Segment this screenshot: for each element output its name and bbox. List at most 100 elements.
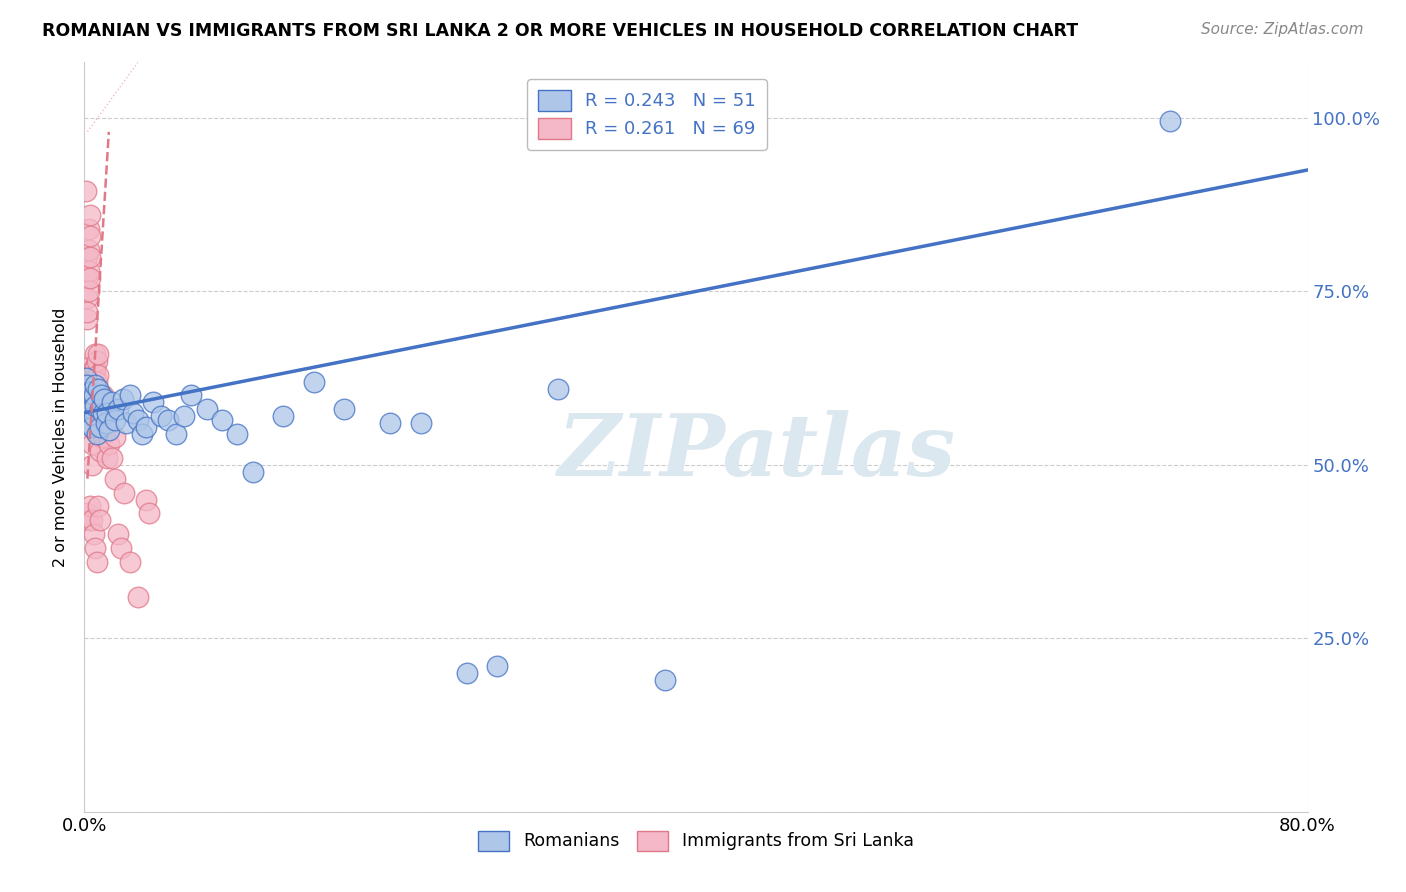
Point: [77, 395, 100, 409]
Point: [195, 402, 218, 417]
Point: [76, 270, 98, 285]
Point: [83, 388, 105, 402]
Point: [547, 382, 569, 396]
Point: [101, 450, 124, 465]
Point: [127, 413, 149, 427]
Point: [97, 423, 120, 437]
Point: [80, 458, 103, 472]
Point: [91, 406, 114, 420]
Point: [89, 444, 111, 458]
Point: [84, 541, 107, 555]
Point: [80, 395, 103, 409]
Text: Source: ZipAtlas.com: Source: ZipAtlas.com: [1201, 22, 1364, 37]
Point: [87, 500, 110, 514]
Point: [79, 208, 101, 222]
Point: [107, 527, 129, 541]
Point: [83, 527, 105, 541]
Point: [89, 416, 111, 430]
Point: [86, 375, 108, 389]
Point: [76, 507, 98, 521]
Point: [76, 305, 98, 319]
Point: [122, 406, 145, 420]
Legend: Romanians, Immigrants from Sri Lanka: Romanians, Immigrants from Sri Lanka: [470, 822, 922, 859]
Point: [83, 360, 105, 375]
Point: [84, 347, 107, 361]
Point: [127, 590, 149, 604]
Point: [90, 402, 112, 417]
Point: [84, 399, 107, 413]
Point: [79, 384, 101, 399]
Point: [84, 378, 107, 392]
Point: [79, 250, 101, 264]
Point: [165, 426, 187, 441]
Point: [87, 368, 110, 382]
Point: [75, 382, 97, 396]
Point: [94, 419, 117, 434]
Point: [89, 402, 111, 417]
Point: [84, 368, 107, 382]
Point: [77, 222, 100, 236]
Point: [93, 392, 115, 406]
Point: [226, 426, 249, 441]
Point: [89, 430, 111, 444]
Point: [86, 426, 108, 441]
Point: [77, 416, 100, 430]
Point: [86, 416, 108, 430]
Point: [76, 312, 98, 326]
Point: [654, 673, 676, 687]
Point: [80, 419, 103, 434]
Point: [90, 388, 112, 402]
Point: [173, 409, 195, 424]
Point: [89, 513, 111, 527]
Point: [97, 437, 120, 451]
Point: [101, 395, 124, 409]
Point: [75, 360, 97, 375]
Point: [83, 375, 105, 389]
Point: [135, 419, 157, 434]
Point: [91, 409, 114, 424]
Point: [86, 395, 108, 409]
Point: [79, 500, 101, 514]
Point: [104, 413, 127, 427]
Point: [120, 555, 142, 569]
Point: [211, 413, 233, 427]
Point: [89, 419, 111, 434]
Point: [242, 465, 264, 479]
Point: [486, 659, 509, 673]
Point: [84, 360, 107, 375]
Point: [77, 263, 100, 277]
Point: [84, 388, 107, 402]
Point: [110, 541, 132, 555]
Point: [90, 423, 112, 437]
Point: [112, 485, 135, 500]
Point: [76, 378, 98, 392]
Point: [80, 437, 103, 451]
Point: [87, 388, 110, 402]
Point: [86, 555, 108, 569]
Point: [333, 402, 356, 417]
Point: [79, 228, 101, 243]
Point: [142, 395, 165, 409]
Point: [135, 492, 157, 507]
Point: [75, 184, 97, 198]
Point: [96, 450, 118, 465]
Point: [83, 409, 105, 424]
Text: ROMANIAN VS IMMIGRANTS FROM SRI LANKA 2 OR MORE VEHICLES IN HOUSEHOLD CORRELATIO: ROMANIAN VS IMMIGRANTS FROM SRI LANKA 2 …: [42, 22, 1078, 40]
Point: [77, 285, 100, 299]
Point: [111, 392, 134, 406]
Point: [131, 426, 153, 441]
Point: [456, 665, 478, 680]
Point: [271, 409, 294, 424]
Point: [380, 416, 402, 430]
Point: [96, 406, 118, 420]
Point: [120, 388, 142, 402]
Point: [77, 243, 100, 257]
Point: [86, 353, 108, 368]
Point: [138, 507, 160, 521]
Point: [409, 416, 432, 430]
Text: ZIPatlas: ZIPatlas: [558, 410, 956, 494]
Point: [75, 402, 97, 417]
Point: [93, 430, 115, 444]
Point: [104, 430, 127, 444]
Point: [80, 513, 103, 527]
